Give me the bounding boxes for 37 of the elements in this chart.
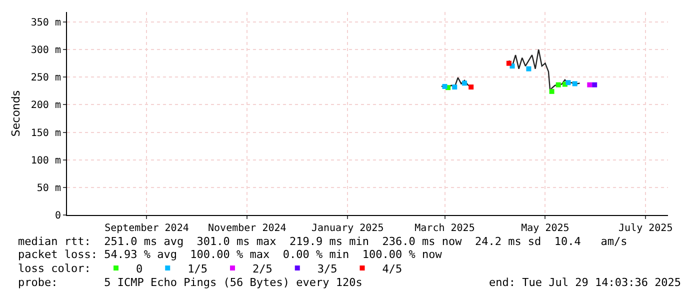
point xyxy=(592,82,598,88)
point xyxy=(572,81,578,86)
point xyxy=(468,84,474,90)
text: end: Tue Jul 29 14:03:36 2025 xyxy=(489,276,682,289)
point xyxy=(506,60,512,66)
x-tick-label: January 2025 xyxy=(311,223,384,234)
y-tick-label: 300 m xyxy=(30,45,61,56)
point xyxy=(566,80,571,86)
y-tick-label: 350 m xyxy=(30,17,61,28)
legend-title: loss color: xyxy=(18,262,91,275)
text: packet loss: 54.93 % avg 100.00 % max 0.00 % min 100.00 % now xyxy=(18,248,442,261)
y-tick-label: 0 xyxy=(54,210,61,222)
point xyxy=(452,84,458,90)
legend-label: 1/5 xyxy=(188,262,208,276)
x-tick-label: May 2025 xyxy=(521,223,570,234)
x-tick-label: September 2024 xyxy=(104,223,189,234)
y-tick-label: 50 m xyxy=(36,182,61,194)
text: median rtt: 251.0 ms avg 301.0 ms max 219.9 ms min 236.0 ms now 24.2 ms sd 10.4 am/s xyxy=(18,235,628,248)
point xyxy=(549,88,554,94)
point xyxy=(462,80,468,86)
point xyxy=(526,66,532,72)
legend-label: 3/5 xyxy=(317,262,338,276)
point xyxy=(442,84,448,89)
text: probe: 5 ICMP Echo Pings (56 Bytes) every 120s xyxy=(18,276,362,289)
y-tick-label: 250 m xyxy=(30,72,61,84)
point xyxy=(587,82,592,88)
x-tick-label: July 2025 xyxy=(618,223,673,234)
y-tick-label: 100 m xyxy=(30,155,61,166)
x-tick-label: March 2025 xyxy=(414,223,475,234)
x-tick-label: November 2024 xyxy=(208,223,286,234)
y-tick-label: 150 m xyxy=(30,128,61,139)
point xyxy=(556,82,561,88)
y-axis-title: Seconds xyxy=(10,90,23,137)
legend-label: 4/5 xyxy=(382,262,402,276)
y-tick-label: 200 m xyxy=(30,100,61,112)
legend-label: 0 xyxy=(136,262,143,276)
legend-label: 2/5 xyxy=(252,262,272,276)
